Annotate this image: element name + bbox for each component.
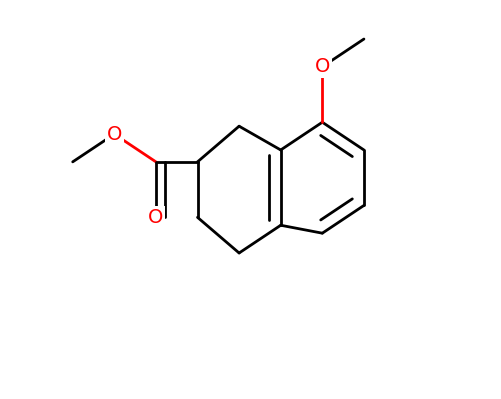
Text: O: O [314,57,329,76]
Text: O: O [148,208,163,227]
Text: O: O [106,124,122,144]
